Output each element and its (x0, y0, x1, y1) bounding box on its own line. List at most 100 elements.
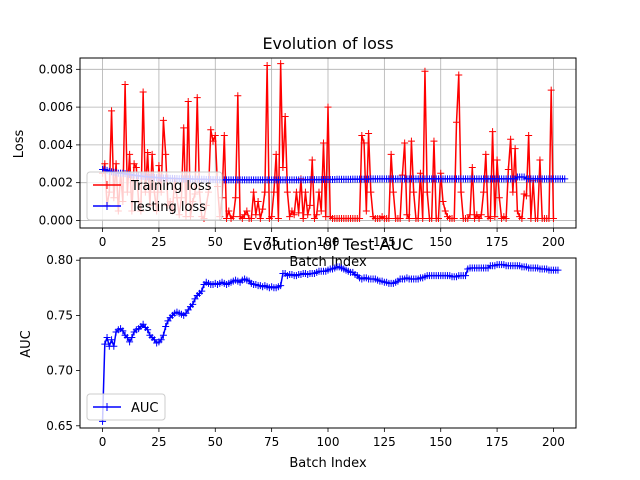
training-loss-data-point (139, 88, 147, 96)
training-loss-data-point (292, 188, 300, 196)
training-loss-data-point (225, 207, 233, 215)
training-loss-data-point (250, 188, 258, 196)
training-loss-data-point (356, 215, 364, 223)
training-loss-data-point (286, 213, 294, 221)
loss-x-tick-label: 200 (542, 235, 565, 249)
training-loss-data-point (279, 164, 287, 172)
training-loss-data-point (421, 67, 429, 75)
auc-x-tick-label: 200 (542, 435, 565, 449)
training-loss-data-point (268, 213, 276, 221)
training-loss-data-point (489, 128, 497, 136)
training-loss-data-point (256, 215, 264, 223)
training-loss-data-point (313, 211, 321, 219)
training-loss-data-point (184, 97, 192, 105)
training-loss-data-point (126, 150, 134, 158)
training-loss-data-point (547, 86, 555, 94)
auc-x-axis-label: Batch Index (289, 456, 367, 471)
training-loss-data-point (220, 131, 228, 139)
training-loss-data-point (486, 215, 494, 223)
training-loss-data-point (270, 188, 278, 196)
training-loss-data-point (259, 205, 267, 213)
training-loss-data-point (155, 162, 163, 170)
auc-data-point (126, 338, 134, 346)
training-loss-data-point (475, 215, 483, 223)
legend-testing-loss-label: Testing loss (130, 200, 206, 215)
auc-data-point (159, 331, 167, 339)
legend-auc-label: AUC (131, 401, 159, 416)
training-loss-data-point (491, 213, 499, 221)
auc-y-tick-label: 0.70 (46, 364, 73, 378)
loss-x-tick-label: 0 (99, 235, 107, 249)
auc-x-tick-label: 150 (429, 435, 452, 449)
training-loss-data-point (522, 192, 530, 200)
training-loss-data-point (549, 215, 557, 223)
auc-data-point (189, 300, 197, 308)
training-loss-data-point (247, 215, 255, 223)
auc-data-point (277, 282, 285, 290)
training-loss-data-point (439, 198, 447, 206)
auc-series-markers (99, 261, 562, 425)
loss-y-tick-label: 0.006 (39, 100, 73, 114)
training-loss-data-point (274, 215, 282, 223)
auc-x-tick-label: 50 (208, 435, 223, 449)
training-loss-data-point (358, 131, 366, 139)
training-loss-data-point (261, 188, 269, 196)
loss-y-tick-label: 0.000 (39, 213, 73, 227)
training-loss-data-point (405, 215, 413, 223)
training-loss-data-point (385, 215, 393, 223)
auc-data-point (162, 322, 170, 330)
training-loss-data-point (130, 160, 138, 168)
loss-x-tick-label: 175 (486, 235, 509, 249)
training-loss-data-point (243, 207, 251, 215)
training-loss-data-point (108, 107, 116, 115)
auc-legend: AUC (86, 393, 166, 421)
training-loss-data-point (281, 113, 289, 121)
auc-data-point (128, 333, 136, 341)
auc-data-point (101, 340, 109, 348)
auc-axis-ticks: 0 25 50 75 100 125 150 175 200 0.65 0.70 0.75 0.80 (46, 253, 565, 449)
training-loss-data-point (277, 60, 285, 68)
training-loss-data-point (441, 207, 449, 215)
auc-y-axis-label: AUC (19, 330, 34, 358)
loss-y-tick-label: 0.008 (39, 62, 73, 76)
auc-data-point (108, 336, 116, 344)
loss-x-tick-label: 150 (429, 235, 452, 249)
loss-y-tick-label: 0.004 (39, 138, 73, 152)
training-loss-data-point (272, 150, 280, 158)
training-loss-data-point (241, 211, 249, 219)
training-loss-data-point (389, 188, 397, 196)
training-loss-data-point (290, 211, 298, 219)
loss-legend-box (86, 171, 223, 221)
training-loss-data-point (434, 215, 442, 223)
training-loss-data-point (159, 116, 167, 124)
training-loss-data-point (360, 139, 368, 147)
training-loss-data-point (295, 209, 303, 217)
auc-x-tick-label: 175 (486, 435, 509, 449)
training-loss-data-point (315, 188, 323, 196)
training-loss-data-point (362, 207, 370, 215)
training-loss-data-point (367, 188, 375, 196)
auc-x-tick-label: 75 (264, 435, 279, 449)
training-loss-data-point (301, 188, 309, 196)
auc-data-point (119, 327, 127, 335)
training-loss-data-point (299, 215, 307, 223)
loss-y-axis-label: Loss (12, 130, 27, 159)
training-loss-data-point (319, 139, 327, 147)
training-loss-data-point (304, 211, 312, 219)
training-loss-data-point (365, 130, 373, 138)
loss-x-tick-label: 125 (373, 235, 396, 249)
auc-axes: Evolution of Test AUC AUC Batch Index 0 2… (19, 235, 577, 471)
training-loss-data-point (403, 211, 411, 219)
training-loss-data-point (232, 194, 240, 202)
training-loss-data-point (513, 207, 521, 215)
auc-y-tick-label: 0.75 (46, 308, 73, 322)
training-loss-data-point (480, 188, 488, 196)
training-loss-data-point (477, 211, 485, 219)
training-loss-data-point (180, 124, 188, 132)
training-loss-data-point (457, 188, 465, 196)
training-loss-data-point (193, 94, 201, 102)
auc-data-point (198, 287, 206, 295)
auc-y-tick-label: 0.65 (46, 419, 73, 433)
training-loss-data-point (121, 80, 129, 88)
loss-axes: Evolution of loss Loss Batch Index 0 25 50… (12, 34, 577, 270)
